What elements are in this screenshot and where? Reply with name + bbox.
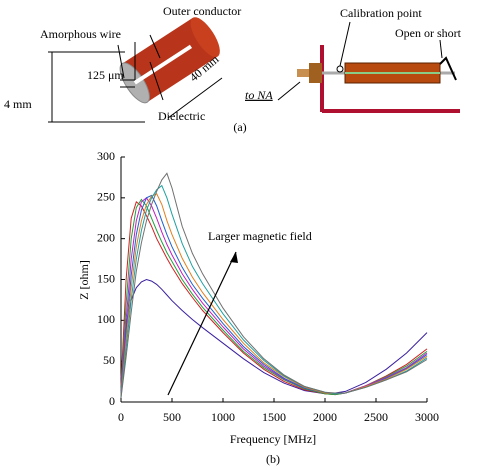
series-line bbox=[120, 197, 428, 395]
caption: (b) bbox=[266, 452, 280, 466]
y-tick-label: 0 bbox=[109, 394, 115, 408]
label: 4 mm bbox=[4, 97, 32, 111]
y-tick-label: 200 bbox=[97, 230, 115, 244]
y-axis-label: Z [ohm] bbox=[77, 260, 91, 300]
y-tick-label: 100 bbox=[97, 312, 115, 326]
arrow bbox=[167, 251, 237, 396]
label: Calibration point bbox=[340, 6, 422, 20]
x-axis-label: Frequency [MHz] bbox=[230, 432, 316, 446]
y-tick-label: 150 bbox=[97, 271, 115, 285]
pointer bbox=[277, 81, 301, 101]
caption: (a) bbox=[233, 120, 246, 134]
label: Outer conductor bbox=[163, 4, 241, 18]
label: Amorphous wire bbox=[40, 27, 121, 41]
y-tick-label: 300 bbox=[97, 149, 115, 163]
x-tick-label: 2500 bbox=[364, 410, 388, 424]
label: 125 μm bbox=[87, 68, 124, 82]
x-tick-label: 1000 bbox=[211, 410, 235, 424]
label: Dielectric bbox=[158, 109, 205, 123]
label: to NA bbox=[245, 88, 273, 102]
y-tick-label: 250 bbox=[97, 190, 115, 204]
fixture bbox=[297, 21, 460, 113]
y-tick-label: 50 bbox=[103, 353, 115, 367]
label: Open or short bbox=[395, 26, 462, 40]
x-tick-label: 2000 bbox=[313, 410, 337, 424]
series-line bbox=[120, 278, 428, 395]
series-line bbox=[120, 184, 428, 398]
x-tick-label: 0 bbox=[118, 410, 124, 424]
coax-cylinder bbox=[119, 17, 220, 104]
x-tick-label: 3000 bbox=[415, 410, 439, 424]
dimension-lines bbox=[48, 34, 223, 123]
x-tick-label: 1500 bbox=[262, 410, 286, 424]
annotation: Larger magnetic field bbox=[208, 229, 312, 243]
x-tick-label: 500 bbox=[163, 410, 181, 424]
arrow-head bbox=[230, 252, 238, 263]
series-line bbox=[120, 172, 428, 398]
